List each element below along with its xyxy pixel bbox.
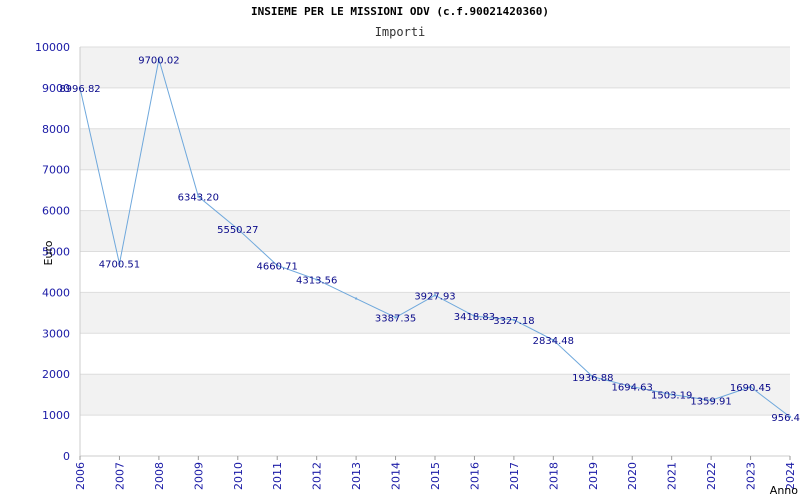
x-tick-label: 2007 bbox=[113, 462, 126, 490]
data-label: 1690.45 bbox=[730, 383, 771, 394]
data-label: 5550.27 bbox=[217, 225, 258, 236]
y-tick-label: 6000 bbox=[42, 205, 70, 218]
data-point bbox=[788, 415, 792, 419]
y-tick-label: 9000 bbox=[42, 82, 70, 95]
x-tick-label: 2024 bbox=[784, 462, 797, 490]
data-point bbox=[276, 264, 279, 267]
data-point bbox=[236, 227, 239, 231]
x-tick-label: 2020 bbox=[626, 462, 639, 490]
data-point bbox=[197, 195, 200, 198]
y-tick-label: 2000 bbox=[42, 368, 70, 381]
data-label: 2834.48 bbox=[533, 336, 574, 347]
data-point bbox=[591, 375, 594, 378]
data-label: 3327.18 bbox=[493, 316, 534, 327]
data-label: 4313.56 bbox=[296, 276, 337, 287]
x-tick-label: 2009 bbox=[192, 462, 205, 490]
x-tick-label: 2023 bbox=[745, 462, 758, 490]
data-label: 1359.91 bbox=[690, 396, 731, 407]
data-point bbox=[512, 318, 516, 322]
data-label: 956.4 bbox=[771, 413, 800, 424]
grid-band bbox=[80, 128, 790, 170]
y-tick-label: 8000 bbox=[42, 123, 70, 136]
data-point bbox=[394, 316, 397, 319]
y-tick-label: 7000 bbox=[42, 164, 70, 177]
grid-band bbox=[80, 210, 790, 252]
x-tick-label: 2011 bbox=[271, 462, 284, 490]
data-label: 4700.51 bbox=[99, 260, 140, 271]
chart-subtitle: Importi bbox=[374, 25, 426, 39]
y-axis-title: Euro bbox=[42, 240, 55, 265]
x-tick-label: 2008 bbox=[153, 462, 166, 490]
data-label: 1936.88 bbox=[572, 373, 613, 384]
y-tick-label: 4000 bbox=[42, 286, 70, 299]
grid-band bbox=[80, 47, 790, 88]
data-point bbox=[749, 385, 752, 389]
data-point bbox=[315, 278, 318, 281]
y-tick-label: 0 bbox=[63, 450, 70, 463]
x-tick-label: 2016 bbox=[468, 462, 481, 490]
x-tick-label: 2006 bbox=[74, 462, 87, 490]
x-tick-label: 2019 bbox=[587, 462, 600, 490]
x-tick-label: 2014 bbox=[390, 462, 403, 490]
data-label: 3387.35 bbox=[375, 313, 416, 324]
data-label: 6343.20 bbox=[178, 193, 219, 204]
x-tick-label: 2012 bbox=[311, 462, 324, 490]
x-tick-label: 2018 bbox=[547, 462, 560, 490]
data-point bbox=[433, 294, 437, 297]
data-label: 3418.83 bbox=[454, 312, 495, 323]
y-tick-label: 5000 bbox=[42, 246, 70, 259]
data-point bbox=[631, 385, 634, 388]
data-point bbox=[157, 58, 161, 61]
x-tick-label: 2013 bbox=[350, 462, 363, 490]
data-point bbox=[78, 86, 82, 90]
data-label: 1694.63 bbox=[612, 383, 653, 394]
data-point bbox=[354, 297, 358, 300]
data-label: 9700.02 bbox=[138, 55, 179, 66]
grid-band bbox=[80, 292, 790, 334]
y-tick-label: 3000 bbox=[42, 327, 70, 340]
data-point bbox=[709, 399, 713, 402]
x-tick-label: 2010 bbox=[232, 462, 245, 490]
data-point bbox=[552, 338, 555, 342]
chart-title: INSIEME PER LE MISSIONI ODV (c.f.9002142… bbox=[250, 5, 549, 18]
x-tick-label: 2021 bbox=[666, 462, 679, 490]
data-point bbox=[670, 393, 673, 396]
data-label: 1503.19 bbox=[651, 391, 692, 402]
y-tick-label: 1000 bbox=[42, 409, 70, 422]
y-tick-label: 10000 bbox=[35, 41, 70, 54]
data-label: 3927.93 bbox=[414, 291, 455, 302]
data-label: 8996.82 bbox=[59, 84, 100, 95]
x-tick-label: 2015 bbox=[429, 462, 442, 490]
x-axis-title: Anno bbox=[770, 484, 798, 497]
data-point bbox=[118, 262, 121, 265]
x-tick-label: 2017 bbox=[508, 462, 521, 490]
data-point bbox=[473, 314, 476, 318]
x-tick-label: 2022 bbox=[705, 462, 718, 490]
data-label: 4660.71 bbox=[257, 261, 298, 272]
